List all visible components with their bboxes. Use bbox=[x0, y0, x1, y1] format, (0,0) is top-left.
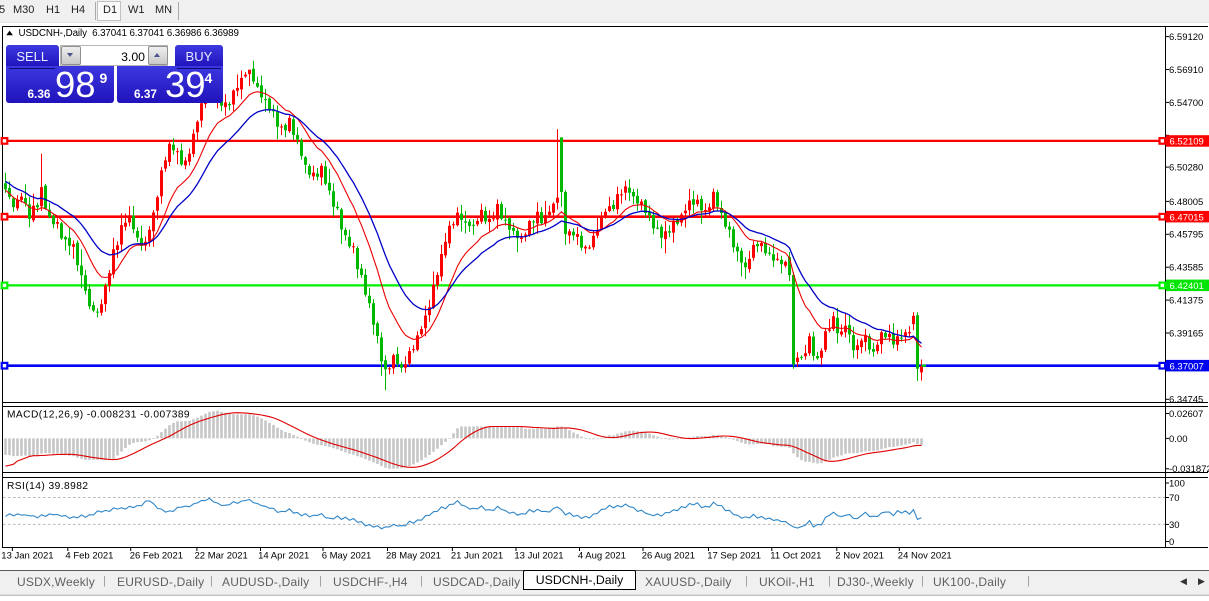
svg-text:RSI(14) 39.8982: RSI(14) 39.8982 bbox=[7, 481, 89, 492]
svg-text:21 Jun 2021: 21 Jun 2021 bbox=[451, 551, 503, 562]
svg-text:6.42401: 6.42401 bbox=[1170, 281, 1204, 292]
svg-text:6.47015: 6.47015 bbox=[1170, 212, 1204, 223]
svg-text:6.43585: 6.43585 bbox=[1169, 263, 1203, 274]
svg-text:-0.031872: -0.031872 bbox=[1169, 464, 1209, 475]
svg-text:4 Feb 2021: 4 Feb 2021 bbox=[65, 551, 113, 562]
svg-text:14 Apr 2021: 14 Apr 2021 bbox=[258, 551, 309, 562]
svg-text:0: 0 bbox=[1169, 537, 1174, 548]
svg-text:6.45795: 6.45795 bbox=[1169, 230, 1203, 241]
svg-text:28 May 2021: 28 May 2021 bbox=[386, 551, 441, 562]
svg-text:USDCNH-,Daily 6.37041 6.37041: USDCNH-,Daily 6.37041 6.37041 6.36986 6.… bbox=[19, 28, 239, 39]
svg-text:6.48005: 6.48005 bbox=[1169, 197, 1203, 208]
svg-text:0.00: 0.00 bbox=[1169, 434, 1188, 445]
svg-text:6.34745: 6.34745 bbox=[1169, 395, 1203, 406]
svg-text:6.37007: 6.37007 bbox=[1170, 361, 1204, 372]
svg-text:70: 70 bbox=[1169, 493, 1180, 504]
svg-text:26 Feb 2021: 26 Feb 2021 bbox=[130, 551, 183, 562]
svg-text:26 Aug 2021: 26 Aug 2021 bbox=[642, 551, 695, 562]
svg-text:2 Nov 2021: 2 Nov 2021 bbox=[835, 551, 884, 562]
svg-text:30: 30 bbox=[1169, 520, 1180, 531]
svg-text:11 Oct 2021: 11 Oct 2021 bbox=[770, 551, 821, 562]
svg-text:6 May 2021: 6 May 2021 bbox=[322, 551, 372, 562]
svg-text:4 Aug 2021: 4 Aug 2021 bbox=[578, 551, 626, 562]
svg-text:13 Jan 2021: 13 Jan 2021 bbox=[1, 551, 53, 562]
svg-text:6.52109: 6.52109 bbox=[1170, 137, 1204, 148]
svg-text:6.54700: 6.54700 bbox=[1169, 98, 1203, 109]
svg-text:6.59120: 6.59120 bbox=[1169, 32, 1203, 43]
svg-text:100: 100 bbox=[1169, 478, 1185, 489]
svg-text:6.41375: 6.41375 bbox=[1169, 296, 1203, 307]
svg-text:6.50280: 6.50280 bbox=[1169, 163, 1203, 174]
svg-text:22 Mar 2021: 22 Mar 2021 bbox=[195, 551, 248, 562]
svg-text:13 Jul 2021: 13 Jul 2021 bbox=[514, 551, 563, 562]
svg-text:6.56910: 6.56910 bbox=[1169, 65, 1203, 76]
svg-text:MACD(12,26,9) -0.008231 -0.007: MACD(12,26,9) -0.008231 -0.007389 bbox=[7, 410, 190, 421]
svg-text:17 Sep 2021: 17 Sep 2021 bbox=[707, 551, 761, 562]
svg-text:24 Nov 2021: 24 Nov 2021 bbox=[898, 551, 952, 562]
svg-text:6.39165: 6.39165 bbox=[1169, 328, 1203, 339]
svg-text:0.02607: 0.02607 bbox=[1169, 409, 1203, 420]
